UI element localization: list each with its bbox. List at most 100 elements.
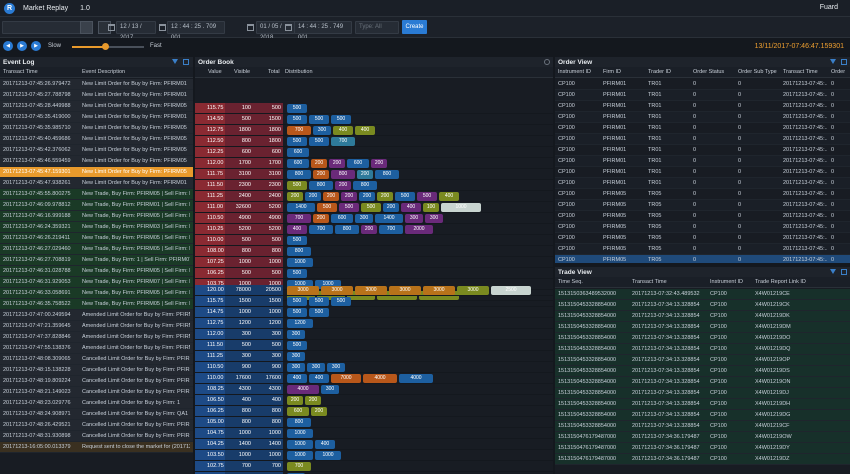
distribution-bar[interactable]: 600	[287, 148, 309, 157]
col-trade-report-link-id[interactable]: Trade Report Link ID	[755, 279, 806, 285]
table-row[interactable]: 20171213-07:46:16.999188 New Trade, Buy F…	[0, 211, 193, 222]
table-row[interactable]: 20171213-07:46:09.978812 New Trade, Buy F…	[0, 200, 193, 211]
col-order-status[interactable]: Order Status	[693, 69, 725, 75]
calendar-icon[interactable]	[247, 24, 254, 31]
table-row[interactable]: 1513150453328854000 20171213-07:34:13.328…	[555, 366, 850, 377]
distribution-bar[interactable]: 300	[287, 363, 305, 372]
table-row[interactable]: 20171213-07:46:24.359321 New Trade, Buy F…	[0, 222, 193, 233]
distribution-bar[interactable]: 300	[327, 363, 345, 372]
order-book-row[interactable]: 106.25 500 500 500	[195, 268, 553, 279]
distribution-bar[interactable]: 3000	[355, 286, 387, 295]
distribution-bar[interactable]: 200	[287, 396, 303, 405]
table-row[interactable]: 20171213-07:46:26.219411 New Trade, Buy F…	[0, 233, 193, 244]
distribution-bar[interactable]: 200	[371, 159, 387, 168]
table-row[interactable]: 1513150476179487000 20171213-07:34:36.179…	[555, 443, 850, 454]
distribution-bar[interactable]: 4000	[399, 374, 433, 383]
order-book-row[interactable]: 110.00 500 500 500	[195, 235, 553, 246]
distribution-bar[interactable]: 300	[355, 214, 373, 223]
table-row[interactable]: CP100 PFIRM01 TR01 0 0 20171213-07:45:... 0	[555, 101, 850, 112]
distribution-bar[interactable]: 500	[309, 297, 329, 306]
table-row[interactable]: 20171213-07:48:19.809224 Cancelled Limit …	[0, 376, 193, 387]
col-transact-time[interactable]: Transact Time	[3, 69, 38, 75]
distribution-bar[interactable]: 500	[361, 203, 381, 212]
settings-icon[interactable]	[544, 59, 550, 65]
distribution-bar[interactable]: 1000	[287, 258, 313, 267]
distribution-bar[interactable]: 3000	[389, 286, 421, 295]
table-row[interactable]: 20171213-07:45:55.800275 New Trade, Buy F…	[0, 189, 193, 200]
col-order[interactable]: Order	[831, 69, 846, 75]
distribution-bar[interactable]: 500	[331, 115, 351, 124]
table-row[interactable]: CP100 PFIRM05 TR05 0 0 20171213-07:45:... 0	[555, 222, 850, 233]
distribution-bar[interactable]: 200	[311, 407, 327, 416]
table-row[interactable]: 1513150453328854000 20171213-07:34:13.328…	[555, 300, 850, 311]
distribution-bar[interactable]: 300	[287, 352, 305, 361]
table-row[interactable]: CP100 PFIRM01 TR01 0 0 20171213-07:45:... 0	[555, 79, 850, 90]
table-row[interactable]: 20171213-07:45:35.419000 New Limit Order …	[0, 112, 193, 123]
order-book-row[interactable]: 115.75 100 500 500	[195, 103, 553, 114]
distribution-bar[interactable]: 100	[423, 203, 439, 212]
distribution-bar[interactable]: 1000	[287, 451, 313, 460]
table-row[interactable]: 20171213-07:46:35.758522 New Trade, Buy F…	[0, 299, 193, 310]
distribution-bar[interactable]: 400	[439, 192, 459, 201]
table-row[interactable]: 1513150453328854000 20171213-07:34:13.328…	[555, 333, 850, 344]
table-row[interactable]: CP100 PFIRM05 TR05 0 0 20171213-07:45:... 0	[555, 244, 850, 255]
col-firm-id[interactable]: Firm ID	[603, 69, 622, 75]
distribution-bar[interactable]: 500	[309, 137, 329, 146]
distribution-bar[interactable]: 1000	[441, 203, 481, 212]
table-row[interactable]: CP100 PFIRM01 TR01 0 0 20171213-07:45:... 0	[555, 167, 850, 178]
table-row[interactable]: 20171213-07:47:55.138376 Amended Limit Or…	[0, 343, 193, 354]
order-book-row[interactable]: 112.75 1800 1800 700 300 400 400	[195, 125, 553, 136]
order-book-row[interactable]: 104.25 1400 1400 1000 400	[195, 439, 553, 450]
distribution-bar[interactable]: 500	[287, 269, 307, 278]
table-row[interactable]: 20171213-07:47:21.359645 Amended Limit Or…	[0, 321, 193, 332]
table-row[interactable]: 1513150453328854000 20171213-07:34:13.328…	[555, 355, 850, 366]
distribution-bar[interactable]: 3000	[287, 286, 319, 295]
order-book-row[interactable]: 104.75 1000 1000 1000	[195, 428, 553, 439]
distribution-bar[interactable]: 800	[353, 181, 377, 190]
distribution-bar[interactable]: 300	[425, 214, 443, 223]
distribution-bar[interactable]: 200	[341, 192, 357, 201]
table-row[interactable]: 20171213-16:05:00.013379 Request sent to …	[0, 442, 193, 453]
order-book-row[interactable]: 110.50 900 900 300 300 300	[195, 362, 553, 373]
table-row[interactable]: CP100 PFIRM01 TR01 0 0 20171213-07:45:... 0	[555, 90, 850, 101]
table-row[interactable]: 20171213-07:47:00.249594 Amended Limit Or…	[0, 310, 193, 321]
table-row[interactable]: 1513150476179487000 20171213-07:34:36.179…	[555, 454, 850, 465]
distribution-bar[interactable]: 600	[331, 214, 353, 223]
table-row[interactable]: 1513150453328854000 20171213-07:34:13.328…	[555, 410, 850, 421]
table-row[interactable]: CP100 PFIRM01 TR01 0 0 20171213-07:45:... 0	[555, 145, 850, 156]
distribution-bar[interactable]: 2000	[405, 225, 433, 234]
table-row[interactable]: 20171213-07:45:47.159301 New Limit Order …	[0, 167, 193, 178]
distribution-bar[interactable]: 300	[313, 126, 331, 135]
distribution-bar[interactable]: 200	[305, 192, 321, 201]
speed-slider[interactable]	[72, 43, 144, 50]
order-book-row[interactable]: 107.25 1000 1000 1000	[195, 257, 553, 268]
distribution-bar[interactable]: 200	[313, 214, 329, 223]
table-row[interactable]: 20171213-07:48:08.309065 Cancelled Limit …	[0, 354, 193, 365]
table-row[interactable]: 20171213-07:45:28.449988 New Limit Order …	[0, 101, 193, 112]
table-row[interactable]: 1513150453328854000 20171213-07:34:13.328…	[555, 377, 850, 388]
distribution-bar[interactable]: 200	[335, 181, 351, 190]
table-row[interactable]: 1513150363489532000 20171213-07:32:43.489…	[555, 289, 850, 300]
distribution-bar[interactable]: 400	[333, 126, 353, 135]
distribution-bar[interactable]: 500	[287, 181, 307, 190]
table-row[interactable]: 20171213-07:45:35.985710 New Limit Order …	[0, 123, 193, 134]
distribution-bar[interactable]: 500	[339, 203, 359, 212]
distribution-bar[interactable]: 1000	[287, 440, 313, 449]
col-instrument-id[interactable]: Instrument ID	[558, 69, 592, 75]
distribution-bar[interactable]: 7000	[331, 374, 361, 383]
table-row[interactable]: 20171213-07:45:26.979472 New Limit Order …	[0, 79, 193, 90]
distribution-bar[interactable]: 1000	[315, 280, 341, 289]
distribution-bar[interactable]: 1000	[315, 451, 341, 460]
order-book-row[interactable]: 111.50 2300 2300 500 800 200 800	[195, 180, 553, 191]
distribution-bar[interactable]: 500	[287, 104, 307, 113]
distribution-bar[interactable]: 400	[287, 374, 307, 383]
distribution-bar[interactable]: 700	[287, 126, 311, 135]
table-row[interactable]: CP100 PFIRM01 TR01 0 0 20171213-07:45:... 0	[555, 156, 850, 167]
distribution-bar[interactable]: 500	[287, 308, 307, 317]
distribution-bar[interactable]: 500	[331, 297, 351, 306]
col-time-seq[interactable]: Time Seq.	[558, 279, 583, 285]
instrument-input[interactable]	[2, 21, 92, 34]
order-book-row[interactable]: 115.75 1500 1500 500 500 500	[195, 296, 553, 307]
distribution-bar[interactable]: 200	[383, 203, 399, 212]
distribution-bar[interactable]: 700	[309, 225, 333, 234]
